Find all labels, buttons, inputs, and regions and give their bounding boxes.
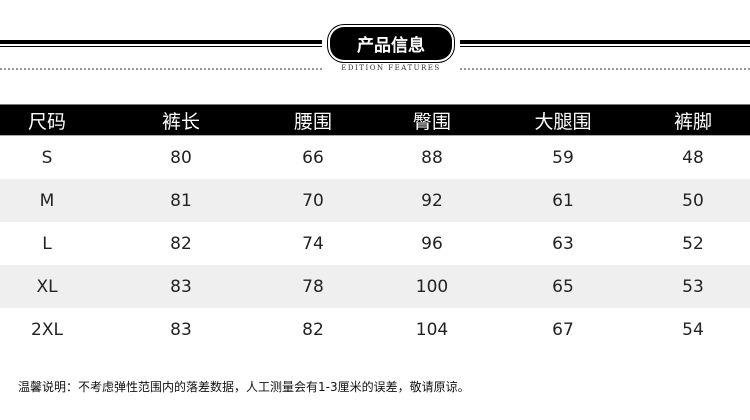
table-cell: 96: [421, 233, 443, 254]
divider: [460, 46, 750, 47]
divider: [0, 40, 322, 44]
table-cell: 83: [170, 276, 192, 297]
header-cell: 裤脚: [673, 110, 713, 133]
divider: [460, 40, 750, 44]
table-cell: 82: [170, 233, 192, 254]
table-cell: 70: [302, 190, 324, 211]
dotted-divider: [0, 68, 322, 72]
table-cell: 78: [302, 276, 324, 297]
table-cell: 52: [682, 233, 704, 254]
table-cell: M: [39, 190, 55, 211]
table-cell: 59: [552, 147, 574, 168]
table-cell: 74: [302, 233, 324, 254]
table-cell: 50: [682, 190, 704, 211]
header-cell: 腰围: [293, 110, 333, 133]
table-cell: 48: [682, 147, 704, 168]
size-table: 尺码 裤长 腰围 臀围 大腿围 裤脚 S 80 66 88 59 48 M 81 70 92 61 50 L 82 74…: [0, 104, 750, 351]
table-cell: 104: [415, 319, 449, 340]
table-row: S 80 66 88 59 48: [0, 136, 750, 179]
table-cell: 2XL: [31, 319, 63, 340]
table-cell: 88: [421, 147, 443, 168]
table-cell: 83: [170, 319, 192, 340]
note-text: 温馨说明：不考虑弹性范围内的落差数据，人工测量会有1-3厘米的误差，敬请原谅。: [18, 380, 470, 394]
header-cell: 大腿围: [534, 110, 592, 133]
header-cell: 臀围: [412, 110, 452, 133]
table-cell: 54: [682, 319, 704, 340]
table-cell: 65: [552, 276, 574, 297]
table-cell: 53: [682, 276, 704, 297]
table-cell: S: [41, 147, 53, 168]
table-row: L 82 74 96 63 52: [0, 222, 750, 265]
table-cell: 67: [552, 319, 574, 340]
table-cell: 92: [421, 190, 443, 211]
header-cell: 裤长: [161, 110, 201, 133]
table-cell: 63: [552, 233, 574, 254]
table-cell: 80: [170, 147, 192, 168]
table-cell: 81: [170, 190, 192, 211]
table-cell: 100: [415, 276, 449, 297]
header-cell: 尺码: [27, 110, 67, 133]
table-row: XL 83 78 100 65 53: [0, 265, 750, 308]
table-cell: 61: [552, 190, 574, 211]
table-cell: 82: [302, 319, 324, 340]
table-row: M 81 70 92 61 50: [0, 179, 750, 222]
section-title: 产品信息: [330, 27, 452, 60]
table-header: 尺码 裤长 腰围 臀围 大腿围 裤脚: [0, 104, 750, 136]
dotted-divider: [460, 68, 750, 72]
table-cell: XL: [36, 276, 58, 297]
table-cell: 66: [302, 147, 324, 168]
section-subtitle: EDITION FEATURES: [341, 64, 441, 72]
divider: [0, 46, 322, 47]
table-row: 2XL 83 82 104 67 54: [0, 308, 750, 351]
table-cell: L: [42, 233, 52, 254]
